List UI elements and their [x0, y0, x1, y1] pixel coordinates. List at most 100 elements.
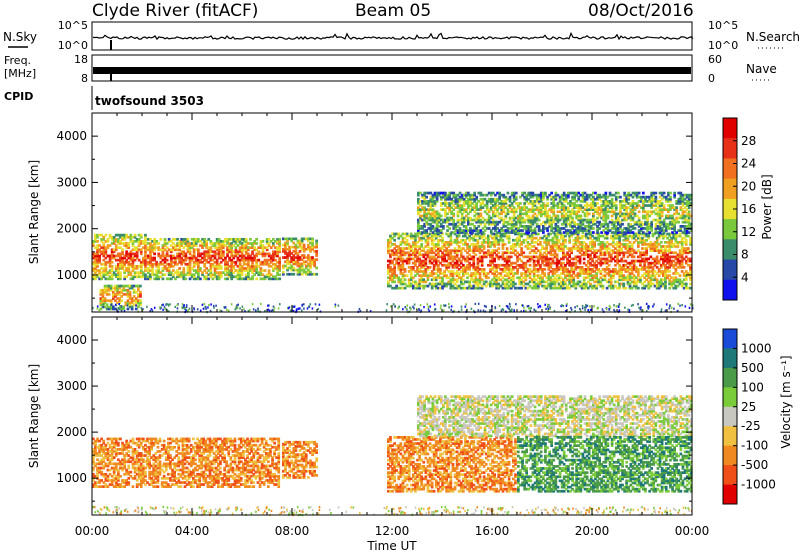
power-cell: [230, 262, 233, 266]
power-cell: [311, 262, 314, 266]
power-cell: [226, 248, 229, 252]
power-cell: [478, 251, 482, 255]
power-cell: [213, 250, 217, 254]
power-cell: [564, 282, 567, 286]
power-cell: [182, 238, 186, 241]
power-cell: [197, 265, 200, 268]
power-cell: [564, 214, 568, 218]
power-cell: [487, 251, 490, 255]
power-cell: [203, 252, 206, 256]
power-cell: [530, 245, 534, 248]
power-cell: [439, 282, 442, 286]
power-cell: [203, 244, 206, 247]
power-cell: [534, 282, 538, 286]
power-cell: [236, 269, 240, 272]
power-cell: [624, 243, 628, 246]
power-cell: [278, 273, 281, 277]
power-cell: [261, 248, 265, 252]
power-cell: [103, 286, 107, 290]
power-cell: [125, 260, 128, 264]
power-cell: [278, 244, 281, 247]
power-cell: [505, 234, 509, 238]
power-cell: [174, 258, 177, 262]
power-cell: [668, 257, 671, 261]
power-cell: [435, 220, 439, 224]
power-cell: [199, 252, 202, 256]
power-cell: [480, 286, 484, 290]
power-cell: [443, 282, 446, 286]
power-cell: [537, 218, 541, 222]
power-cell: [501, 276, 505, 280]
power-cell: [559, 234, 563, 238]
power-cell: [595, 232, 598, 236]
power-cell: [120, 307, 123, 311]
power-cell: [484, 276, 488, 280]
power-cell: [102, 244, 106, 247]
power-cell: [98, 277, 101, 281]
power-cell: [118, 307, 121, 311]
power-cell: [217, 238, 221, 241]
power-cell: [401, 257, 405, 261]
power-cell: [539, 200, 543, 203]
power-cell: [587, 245, 590, 248]
power-cell: [555, 261, 559, 265]
power-cell: [632, 274, 636, 277]
power-cell: [94, 252, 97, 256]
power-cell: [491, 253, 494, 257]
power-cell: [418, 259, 421, 263]
power-cell: [589, 263, 592, 267]
power-cell: [422, 263, 426, 267]
power-cell: [512, 249, 515, 252]
power-cell: [474, 282, 478, 286]
power-cell: [176, 244, 179, 247]
power-cell: [422, 247, 426, 250]
power-cell: [573, 225, 576, 228]
power-cell: [587, 261, 590, 265]
power-cell: [531, 214, 535, 218]
power-cell: [607, 284, 611, 288]
power-cell: [144, 240, 147, 243]
power-cell: [503, 266, 507, 269]
power-cell: [491, 257, 494, 261]
power-cell: [547, 276, 551, 280]
power-cell: [532, 276, 536, 280]
power-cell: [559, 236, 563, 240]
power-cell: [564, 274, 567, 277]
power-cell: [282, 270, 285, 274]
power-cell: [449, 232, 453, 236]
power-cell: [512, 268, 515, 271]
power-cell: [397, 232, 401, 236]
power-cell: [172, 265, 175, 268]
power-cell: [632, 276, 636, 280]
power-cell: [492, 227, 495, 230]
power-cell: [417, 218, 420, 222]
power-cell: [556, 193, 560, 197]
power-cell: [421, 225, 424, 228]
power-cell: [444, 214, 447, 218]
power-cell: [674, 278, 678, 282]
power-cell: [532, 241, 536, 244]
power-cell: [612, 249, 615, 252]
power-cell: [155, 271, 158, 274]
power-cell: [203, 242, 206, 245]
power-cell: [211, 262, 215, 266]
power-cell: [144, 277, 147, 281]
power-cell: [489, 202, 493, 205]
power-cell: [222, 254, 225, 258]
power-cell: [251, 267, 254, 270]
power-cell: [427, 218, 431, 222]
power-cell: [443, 274, 446, 277]
power-cell: [607, 243, 611, 246]
power-cell: [127, 242, 131, 245]
power-cell: [272, 250, 275, 254]
power-cell: [126, 301, 130, 305]
power-cell: [502, 210, 506, 214]
power-cell: [641, 282, 644, 286]
power-cell: [516, 251, 519, 255]
power-cell: [114, 267, 118, 270]
power-cell: [294, 247, 298, 251]
power-cell: [507, 274, 511, 277]
power-cell: [555, 253, 559, 257]
power-cell: [548, 193, 551, 197]
power-cell: [497, 255, 501, 259]
